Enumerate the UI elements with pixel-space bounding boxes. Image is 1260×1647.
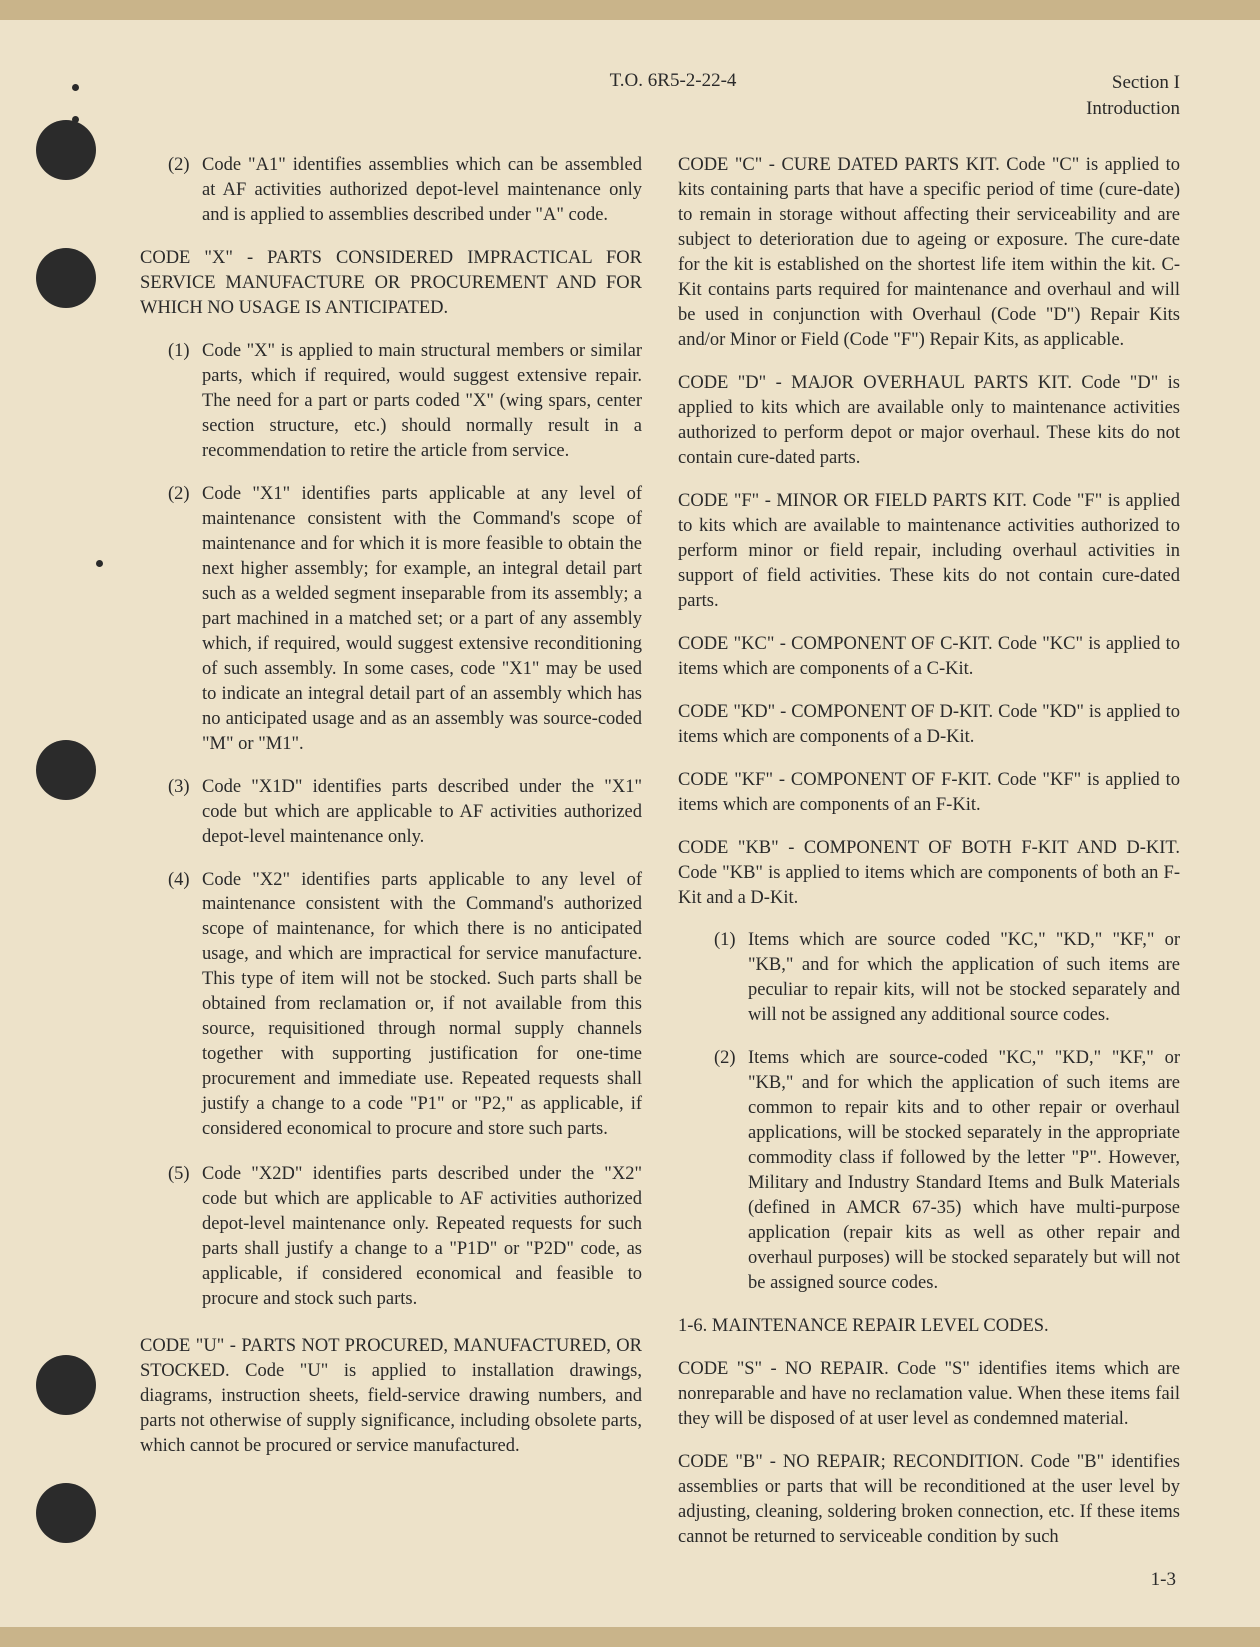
punch-hole-icon	[36, 1483, 96, 1543]
list-number: (1)	[710, 928, 748, 1028]
punch-hole-icon	[36, 1355, 96, 1415]
page-header: T.O. 6R5-2-22-4 Section I Introduction	[140, 70, 1180, 121]
section-label: Section I Introduction	[1086, 70, 1180, 121]
paragraph-text: Items which are source coded "KC," "KD,"…	[748, 928, 1180, 1028]
code-heading-paragraph: CODE "KF" - COMPONENT OF F-KIT. Code "KF…	[678, 768, 1180, 818]
left-column: (2) Code "A1" identifies assemblies whic…	[140, 153, 642, 1568]
numbered-paragraph: (1) Code "X" is applied to main structur…	[140, 339, 642, 464]
section-heading: 1-6. MAINTENANCE REPAIR LEVEL CODES.	[678, 1314, 1180, 1339]
numbered-paragraph: (2) Items which are source-coded "KC," "…	[678, 1046, 1180, 1296]
list-number: (5)	[164, 1162, 202, 1312]
paragraph-text: Code "X1" identifies parts applicable at…	[202, 482, 642, 757]
list-number: (2)	[710, 1046, 748, 1296]
numbered-paragraph: (2) Code "A1" identifies assemblies whic…	[140, 153, 642, 228]
numbered-paragraph: (2) Code "X1" identifies parts applicabl…	[140, 482, 642, 757]
numbered-paragraph: (3) Code "X1D" identifies parts describe…	[140, 775, 642, 850]
paragraph-text: Code "X2D" identifies parts described un…	[202, 1162, 642, 1312]
punch-hole-icon	[36, 120, 96, 180]
numbered-paragraph: (5) Code "X2D" identifies parts describe…	[140, 1162, 642, 1312]
punch-hole-icon	[36, 740, 96, 800]
paragraph-text: Code "A1" identifies assemblies which ca…	[202, 153, 642, 228]
paragraph-text: Code "X2" identifies parts applicable to…	[202, 868, 642, 1143]
list-number: (3)	[164, 775, 202, 850]
list-number: (2)	[164, 482, 202, 757]
scan-artifact-dot	[96, 560, 103, 567]
numbered-paragraph: (1) Items which are source coded "KC," "…	[678, 928, 1180, 1028]
code-heading-paragraph: CODE "S" - NO REPAIR. Code "S" identifie…	[678, 1357, 1180, 1432]
list-number: (4)	[164, 868, 202, 1143]
punch-hole-icon	[36, 248, 96, 308]
code-heading-paragraph: CODE "B" - NO REPAIR; RECONDITION. Code …	[678, 1450, 1180, 1550]
code-heading-paragraph: CODE "D" - MAJOR OVERHAUL PARTS KIT. Cod…	[678, 371, 1180, 471]
page-number: 1-3	[1151, 1569, 1176, 1591]
code-heading-paragraph: CODE "F" - MINOR OR FIELD PARTS KIT. Cod…	[678, 489, 1180, 614]
code-heading-paragraph: CODE "X" - PARTS CONSIDERED IMPRACTICAL …	[140, 246, 642, 321]
list-number: (2)	[164, 153, 202, 228]
paragraph-text: Code "X" is applied to main structural m…	[202, 339, 642, 464]
code-heading-paragraph: CODE "KD" - COMPONENT OF D-KIT. Code "KD…	[678, 700, 1180, 750]
code-heading-paragraph: CODE "U" - PARTS NOT PROCURED, MANUFACTU…	[140, 1334, 642, 1459]
section-number: Section I	[1086, 70, 1180, 96]
list-number: (1)	[164, 339, 202, 464]
section-title: Introduction	[1086, 96, 1180, 122]
right-column: CODE "C" - CURE DATED PARTS KIT. Code "C…	[678, 153, 1180, 1568]
code-heading-paragraph: CODE "KC" - COMPONENT OF C-KIT. Code "KC…	[678, 632, 1180, 682]
paragraph-text: Code "X1D" identifies parts described un…	[202, 775, 642, 850]
paragraph-text: Items which are source-coded "KC," "KD,"…	[748, 1046, 1180, 1296]
document-id: T.O. 6R5-2-22-4	[140, 70, 1086, 92]
punch-holes	[36, 20, 96, 1627]
code-heading-paragraph: CODE "KB" - COMPONENT OF BOTH F-KIT AND …	[678, 836, 1180, 911]
document-page: T.O. 6R5-2-22-4 Section I Introduction (…	[0, 20, 1260, 1627]
body-columns: (2) Code "A1" identifies assemblies whic…	[140, 153, 1180, 1568]
code-heading-paragraph: CODE "C" - CURE DATED PARTS KIT. Code "C…	[678, 153, 1180, 353]
numbered-paragraph: (4) Code "X2" identifies parts applicabl…	[140, 868, 642, 1143]
